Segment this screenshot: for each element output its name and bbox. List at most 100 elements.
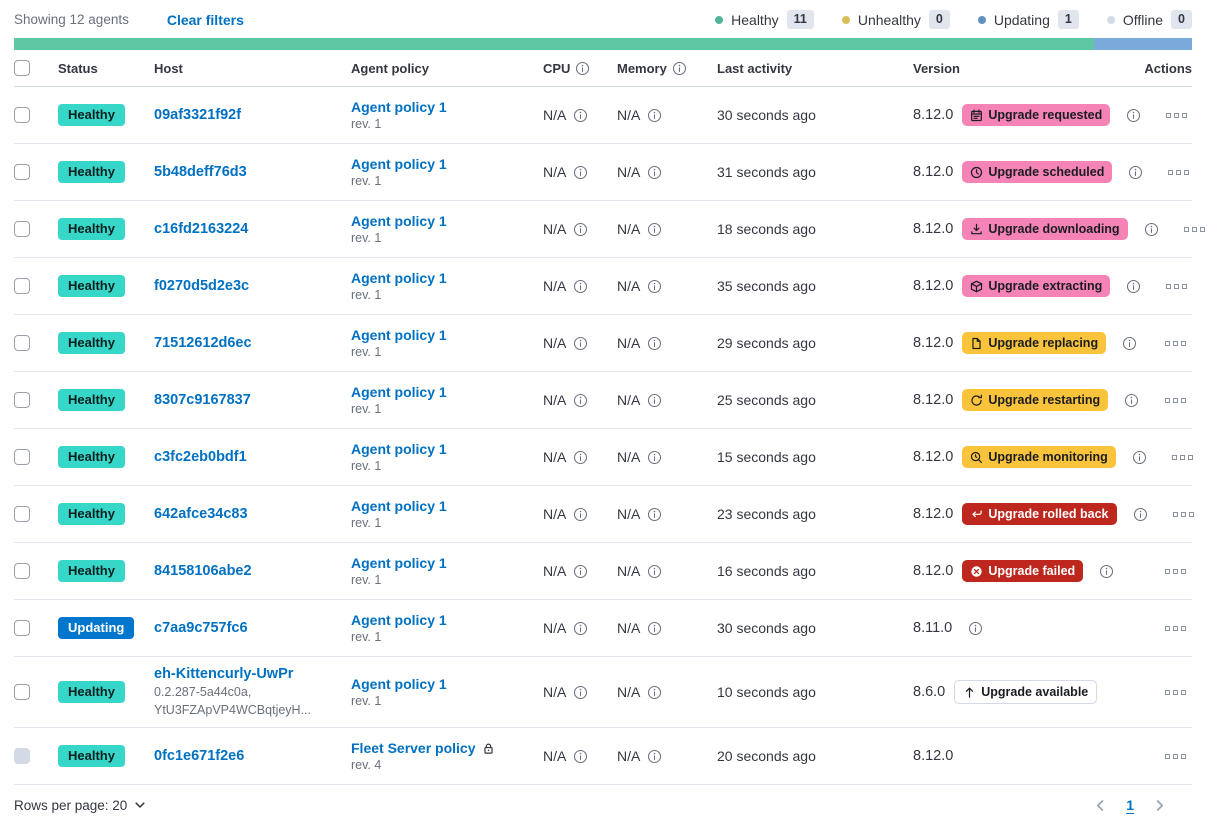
row-actions-button[interactable] [1159, 620, 1192, 637]
row-checkbox[interactable] [14, 221, 30, 237]
info-icon[interactable] [1133, 507, 1148, 522]
row-checkbox[interactable] [14, 107, 30, 123]
info-icon[interactable] [647, 507, 662, 522]
info-icon[interactable] [647, 108, 662, 123]
info-icon[interactable] [647, 749, 662, 764]
clear-filters-link[interactable]: Clear filters [166, 11, 244, 28]
info-icon[interactable] [647, 393, 662, 408]
upgrade-status-badge[interactable]: Upgrade monitoring [962, 446, 1116, 468]
legend-item-unhealthy[interactable]: Unhealthy 0 [841, 10, 950, 29]
row-actions-button[interactable] [1166, 449, 1199, 466]
row-actions-button[interactable] [1178, 221, 1211, 238]
row-actions-button[interactable] [1159, 392, 1192, 409]
upgrade-status-badge[interactable]: Upgrade rolled back [962, 503, 1117, 525]
info-icon[interactable] [573, 621, 588, 636]
agent-policy-link[interactable]: Agent policy 1 [351, 384, 447, 400]
next-page-button[interactable] [1152, 798, 1167, 813]
agent-policy-link[interactable]: Agent policy 1 [351, 498, 447, 514]
info-icon[interactable] [573, 507, 588, 522]
legend-item-healthy[interactable]: Healthy 11 [715, 10, 814, 29]
host-link[interactable]: 09af3321f92f [154, 107, 242, 123]
info-icon[interactable] [1128, 165, 1143, 180]
info-icon[interactable] [1122, 336, 1137, 351]
info-icon[interactable] [1144, 222, 1159, 237]
info-icon[interactable] [1126, 108, 1141, 123]
upgrade-status-badge[interactable]: Upgrade available [954, 680, 1098, 704]
info-icon[interactable] [647, 279, 662, 294]
host-link[interactable]: 8307c9167837 [154, 392, 251, 408]
agent-policy-link[interactable]: Agent policy 1 [351, 676, 447, 692]
rows-per-page-button[interactable]: Rows per page: 20 [14, 798, 147, 813]
upgrade-status-badge[interactable]: Upgrade restarting [962, 389, 1109, 411]
agent-policy-link[interactable]: Agent policy 1 [351, 156, 447, 172]
page-1-button[interactable]: 1 [1126, 797, 1134, 813]
info-icon[interactable] [647, 222, 662, 237]
info-icon[interactable] [573, 685, 588, 700]
upgrade-status-badge[interactable]: Upgrade downloading [962, 218, 1128, 240]
row-checkbox[interactable] [14, 392, 30, 408]
row-actions-button[interactable] [1159, 748, 1192, 765]
info-icon[interactable] [647, 685, 662, 700]
agent-policy-link[interactable]: Agent policy 1 [351, 327, 447, 343]
info-icon[interactable] [573, 749, 588, 764]
info-icon[interactable] [672, 61, 687, 76]
host-link[interactable]: c3fc2eb0bdf1 [154, 449, 247, 465]
host-link[interactable]: eh-Kittencurly-UwPr [154, 666, 294, 682]
agent-policy-link[interactable]: Agent policy 1 [351, 612, 447, 628]
info-icon[interactable] [573, 165, 588, 180]
row-actions-button[interactable] [1160, 107, 1193, 124]
row-checkbox[interactable] [14, 449, 30, 465]
legend-item-offline[interactable]: Offline 0 [1106, 10, 1192, 29]
select-all-checkbox[interactable] [14, 60, 30, 76]
host-link[interactable]: c7aa9c757fc6 [154, 620, 248, 636]
info-icon[interactable] [1126, 279, 1141, 294]
row-checkbox[interactable] [14, 563, 30, 579]
info-icon[interactable] [573, 279, 588, 294]
info-icon[interactable] [647, 450, 662, 465]
row-actions-button[interactable] [1160, 278, 1193, 295]
row-checkbox[interactable] [14, 684, 30, 700]
info-icon[interactable] [647, 336, 662, 351]
host-link[interactable]: 84158106abe2 [154, 563, 252, 579]
host-link[interactable]: 0fc1e671f2e6 [154, 748, 245, 764]
info-icon[interactable] [575, 61, 590, 76]
info-icon[interactable] [647, 621, 662, 636]
legend-item-updating[interactable]: Updating 1 [977, 10, 1079, 29]
row-checkbox[interactable] [14, 506, 30, 522]
upgrade-status-badge[interactable]: Upgrade failed [962, 560, 1084, 582]
info-icon[interactable] [573, 336, 588, 351]
info-icon[interactable] [573, 450, 588, 465]
info-icon[interactable] [647, 165, 662, 180]
row-actions-button[interactable] [1159, 563, 1192, 580]
info-icon[interactable] [573, 108, 588, 123]
info-icon[interactable] [647, 564, 662, 579]
info-icon[interactable] [573, 564, 588, 579]
upgrade-status-badge[interactable]: Upgrade requested [962, 104, 1111, 126]
row-checkbox[interactable] [14, 164, 30, 180]
row-actions-button[interactable] [1159, 684, 1192, 701]
row-actions-button[interactable] [1159, 335, 1192, 352]
row-actions-button[interactable] [1167, 506, 1200, 523]
row-checkbox[interactable] [14, 335, 30, 351]
info-icon[interactable] [573, 393, 588, 408]
host-link[interactable]: f0270d5d2e3c [154, 278, 250, 294]
agent-policy-link[interactable]: Agent policy 1 [351, 441, 447, 457]
host-link[interactable]: 5b48deff76d3 [154, 164, 247, 180]
host-link[interactable]: 71512612d6ec [154, 335, 252, 351]
info-icon[interactable] [1099, 564, 1114, 579]
upgrade-status-badge[interactable]: Upgrade replacing [962, 332, 1107, 354]
upgrade-status-badge[interactable]: Upgrade extracting [962, 275, 1111, 297]
host-link[interactable]: 642afce34c83 [154, 506, 248, 522]
host-link[interactable]: c16fd2163224 [154, 221, 249, 237]
row-actions-button[interactable] [1162, 164, 1195, 181]
row-checkbox[interactable] [14, 278, 30, 294]
info-icon[interactable] [1124, 393, 1139, 408]
upgrade-status-badge[interactable]: Upgrade scheduled [962, 161, 1113, 183]
previous-page-button[interactable] [1093, 798, 1108, 813]
agent-policy-link[interactable]: Fleet Server policy [351, 740, 495, 756]
agent-policy-link[interactable]: Agent policy 1 [351, 99, 447, 115]
agent-policy-link[interactable]: Agent policy 1 [351, 213, 447, 229]
info-icon[interactable] [968, 621, 983, 636]
agent-policy-link[interactable]: Agent policy 1 [351, 270, 447, 286]
info-icon[interactable] [1132, 450, 1147, 465]
